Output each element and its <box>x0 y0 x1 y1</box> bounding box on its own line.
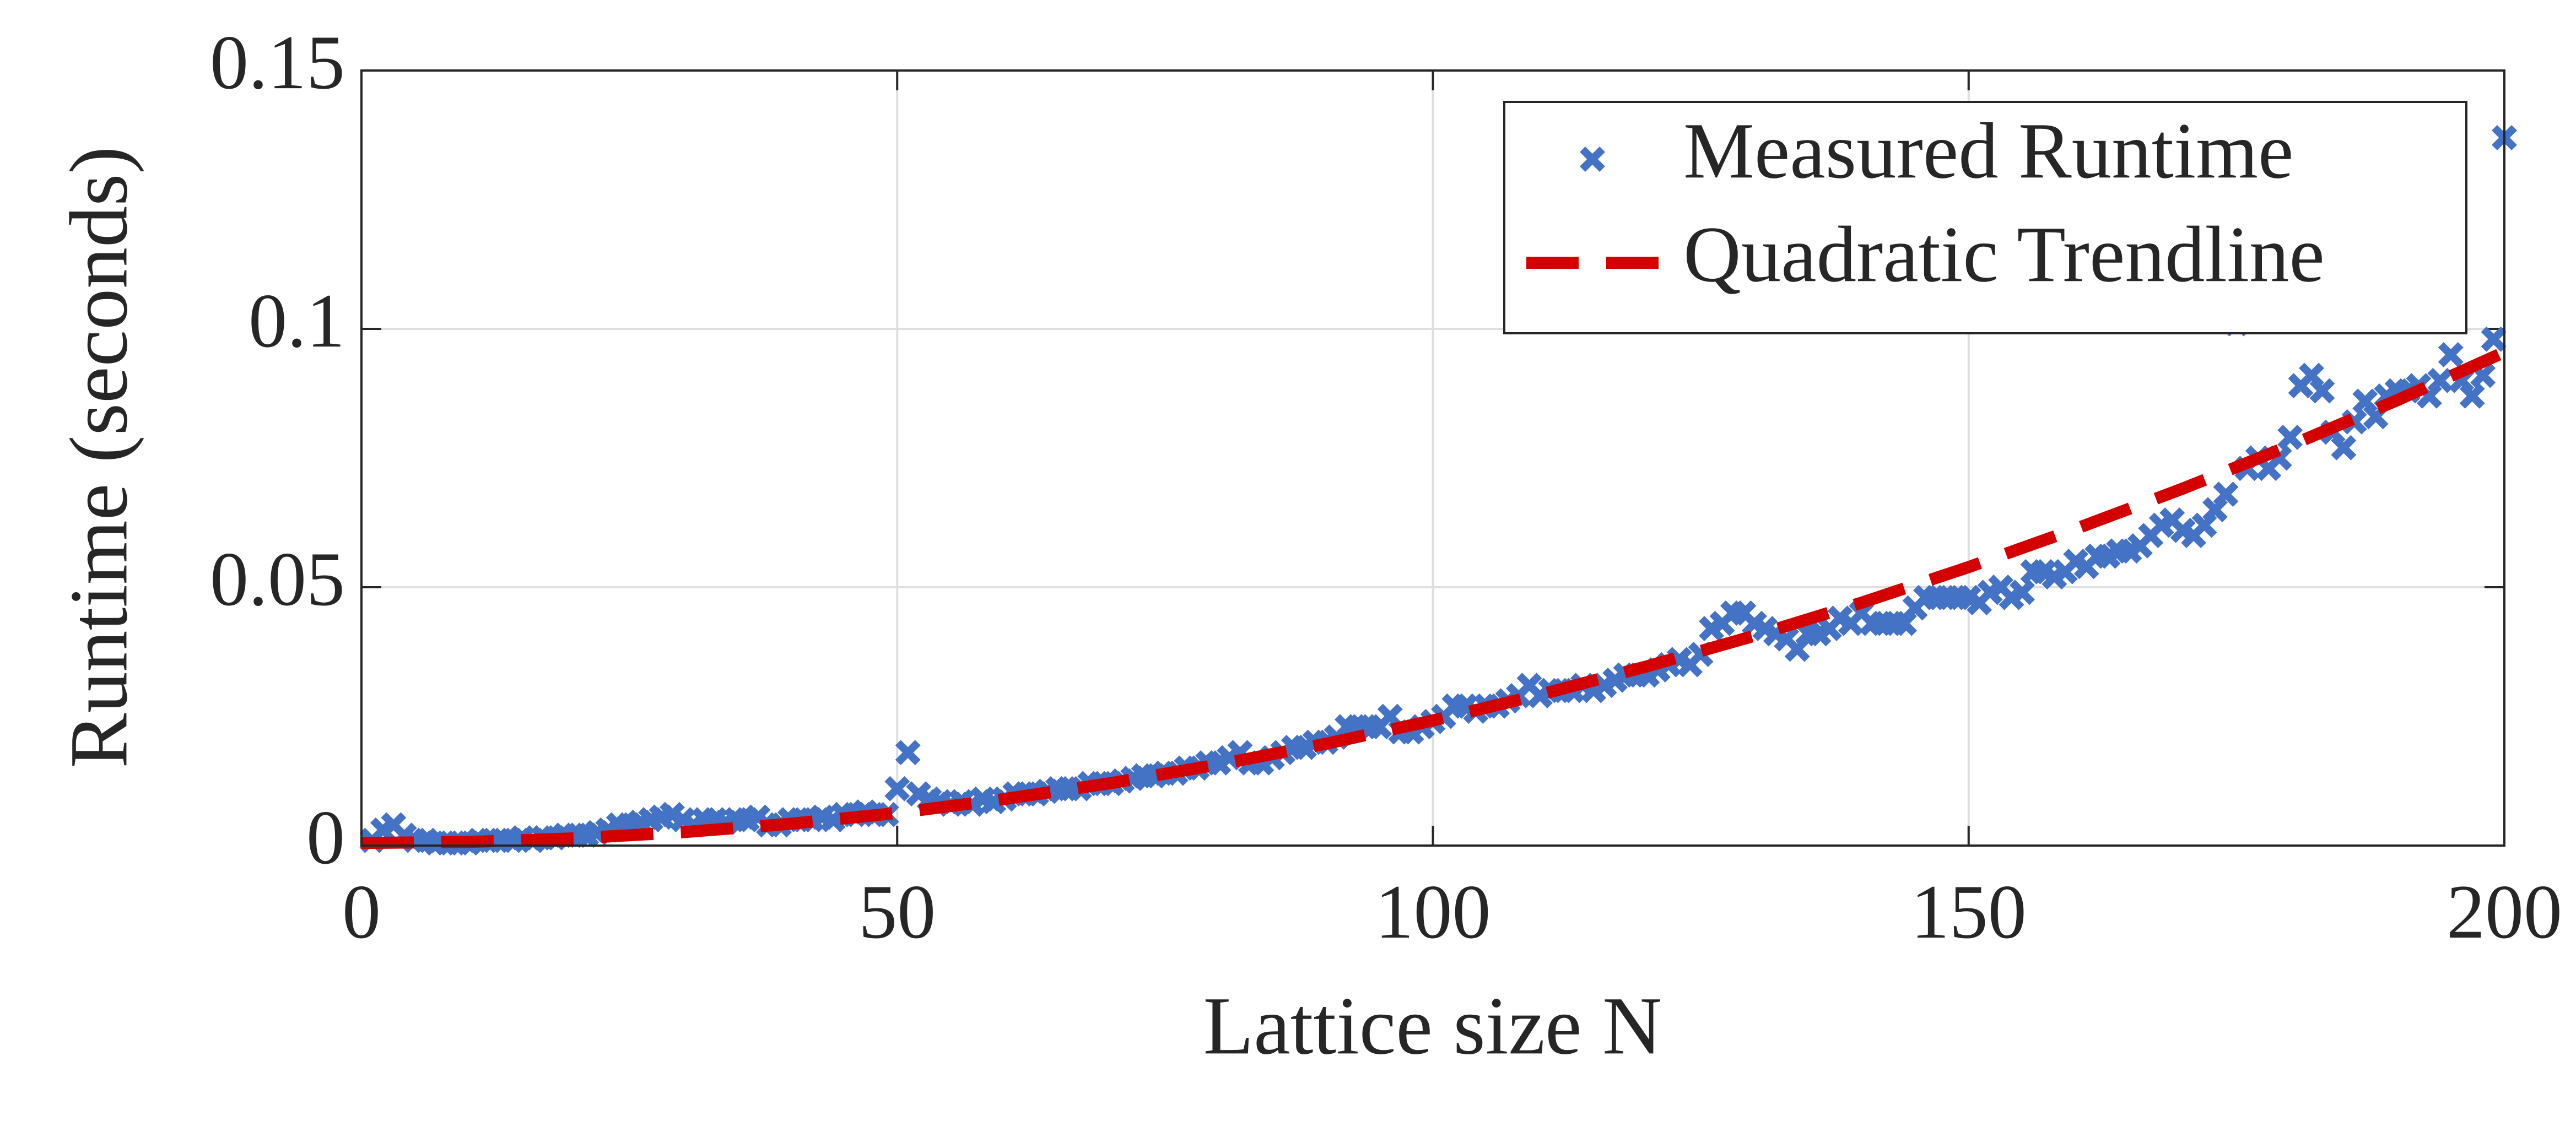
y-tick-label: 0.1 <box>249 278 345 364</box>
data-point <box>2277 425 2303 450</box>
y-tick-label: 0.15 <box>210 20 345 105</box>
y-tick-label: 0 <box>306 795 345 880</box>
data-point <box>2213 481 2239 507</box>
x-tick-label: 0 <box>342 869 381 955</box>
data-point <box>2459 383 2485 409</box>
data-point <box>884 776 910 802</box>
data-point <box>2010 580 2035 605</box>
legend-label: Measured Runtime <box>1683 107 2293 195</box>
data-point <box>2331 435 2357 461</box>
y-tick-label: 0.05 <box>210 537 345 622</box>
data-point <box>895 740 921 766</box>
data-point <box>2427 367 2453 393</box>
x-tick-label: 100 <box>1375 869 1491 955</box>
x-axis-label: Lattice size N <box>1203 980 1662 1071</box>
data-point <box>2309 378 2335 404</box>
x-tick-label: 150 <box>1911 869 2027 955</box>
axes-box <box>360 69 2505 847</box>
legend-box <box>1503 101 2467 334</box>
trend-line <box>361 346 2507 849</box>
x-tick-label: 50 <box>858 869 936 955</box>
data-point <box>2438 342 2464 367</box>
legend-label: Quadratic Trendline <box>1683 210 2325 299</box>
x-tick-label: 200 <box>2447 869 2562 955</box>
data-point <box>2481 326 2507 352</box>
y-axis-label: Runtime (seconds) <box>53 147 144 768</box>
legend-marker <box>1580 147 1605 172</box>
